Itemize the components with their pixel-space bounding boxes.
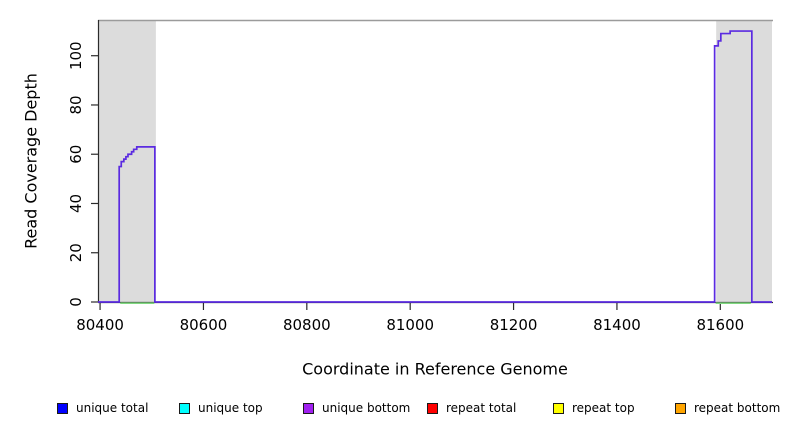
legend-item-repeat-bottom: repeat bottom xyxy=(675,401,780,415)
legend-label: unique total xyxy=(76,401,149,415)
legend-label: repeat top xyxy=(572,401,635,415)
y-axis-title: Read Coverage Depth xyxy=(21,73,41,249)
legend-item-unique-bottom: unique bottom xyxy=(303,401,410,415)
unique-top-swatch-icon xyxy=(179,402,190,414)
repeat-top-swatch-icon xyxy=(553,402,564,414)
x-tick-label: 81600 xyxy=(696,316,744,334)
coverage-step-line xyxy=(98,30,772,303)
unique-bottom-swatch-icon xyxy=(303,402,314,414)
legend-item-repeat-top: repeat top xyxy=(553,401,635,415)
x-tick-label: 80600 xyxy=(180,316,228,334)
x-tick-label: 81200 xyxy=(490,316,538,334)
x-tick-label: 80400 xyxy=(76,316,124,334)
y-tick-label: 100 xyxy=(67,41,85,70)
x-tick-label: 80800 xyxy=(283,316,331,334)
x-axis-title: Coordinate in Reference Genome xyxy=(302,359,568,379)
legend-item-repeat-total: repeat total xyxy=(427,401,516,415)
y-tick-label: 40 xyxy=(67,194,85,213)
x-tick-label: 81400 xyxy=(593,316,641,334)
y-tick-label: 60 xyxy=(67,145,85,164)
x-tick-label: 81000 xyxy=(386,316,434,334)
legend: unique total unique top unique bottom re… xyxy=(0,401,792,419)
y-tick-label: 0 xyxy=(67,297,85,307)
repeat-total-swatch-icon xyxy=(427,402,438,414)
plot-area: 80400 80600 80800 81000 81200 81400 81600 0 20 40… xyxy=(67,19,773,334)
y-tick-label: 80 xyxy=(67,95,85,114)
legend-label: repeat bottom xyxy=(694,401,781,415)
repeat-bottom-swatch-icon xyxy=(675,402,686,414)
right-gray-region xyxy=(716,20,772,302)
unique-total-swatch-icon xyxy=(57,402,68,414)
legend-item-unique-top: unique top xyxy=(179,401,263,415)
legend-label: repeat total xyxy=(446,401,517,415)
legend-label: unique top xyxy=(198,401,263,415)
y-tick-label: 20 xyxy=(67,243,85,262)
legend-item-unique-total: unique total xyxy=(57,401,148,415)
legend-label: unique bottom xyxy=(322,401,411,415)
left-gray-region xyxy=(98,20,156,302)
